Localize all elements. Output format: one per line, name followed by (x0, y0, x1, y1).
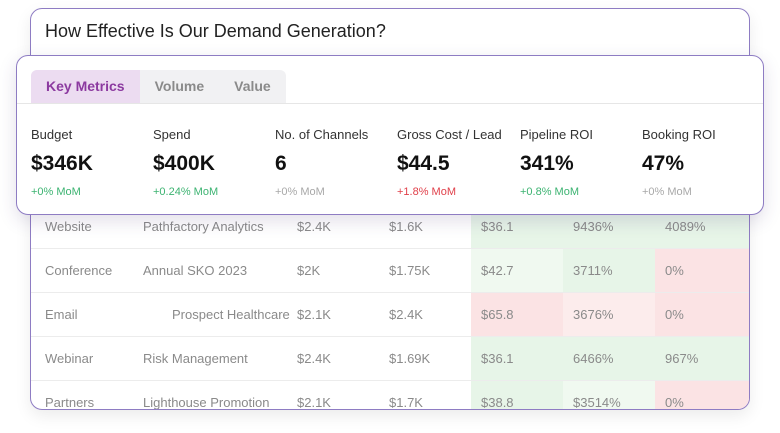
metric-label: Gross Cost / Lead (397, 127, 502, 142)
metric-change: +1.8% MoM (397, 186, 456, 198)
pipeline-roi-cell: 3711% (563, 249, 655, 292)
campaign-cell: Lighthouse Promotion (143, 395, 270, 410)
metric-value: $400K (153, 152, 215, 175)
pipeline-roi-cell: 3676% (563, 293, 655, 336)
metric-change: +0.24% MoM (153, 186, 219, 198)
campaign-cell: Prospect Healthcare (172, 307, 290, 322)
cost-lead-cell: $38.8 (471, 381, 563, 409)
metric-value: $346K (31, 152, 93, 175)
metric-value: 47% (642, 152, 685, 175)
budget-cell: $2.1K (297, 395, 331, 410)
metric-spend: Spend $400K +0.24% MoM (153, 127, 218, 198)
metric-pipeline-roi: Pipeline ROI 341% +0.8% MoM (520, 127, 593, 198)
metric-budget: Budget $346K +0% MoM (31, 127, 93, 198)
spend-cell: $1.75K (389, 263, 431, 278)
booking-roi-cell: 0% (655, 293, 749, 336)
table-row[interactable]: Partners Lighthouse Promotion $2.1K $1.7… (31, 381, 749, 410)
tabs-divider (17, 103, 763, 104)
pipeline-roi-cell: 6466% (563, 337, 655, 380)
channel-cell: Conference (45, 263, 113, 278)
metric-change: +0% MoM (642, 186, 692, 198)
campaign-cell: Risk Management (143, 351, 248, 366)
tab-key-metrics[interactable]: Key Metrics (31, 70, 140, 103)
metric-change: +0% MoM (275, 186, 325, 198)
channel-cell: Email (45, 307, 78, 322)
metric-change: +0% MoM (31, 186, 81, 198)
booking-roi-cell: 0% (655, 381, 749, 409)
budget-cell: $2.4K (297, 351, 331, 366)
card-title: How Effective Is Our Demand Generation? (45, 21, 386, 41)
booking-roi-cell: 967% (655, 337, 749, 380)
campaign-cell: Pathfactory Analytics (143, 219, 264, 234)
key-metrics-card: Key Metrics Volume Value Budget $346K +0… (16, 55, 764, 215)
channel-cell: Partners (45, 395, 95, 410)
spend-cell: $1.6K (389, 219, 423, 234)
metric-label: No. of Channels (275, 127, 369, 142)
cost-lead-cell: $42.7 (471, 249, 563, 292)
booking-roi-cell: 0% (655, 249, 749, 292)
metric-change: +0.8% MoM (520, 186, 579, 198)
spend-cell: $2.4K (389, 307, 423, 322)
budget-cell: $2.4K (297, 219, 331, 234)
metrics-tabs: Key Metrics Volume Value (31, 70, 286, 103)
table-row[interactable]: Conference Annual SKO 2023 $2K $1.75K $4… (31, 249, 749, 293)
spend-cell: $1.69K (389, 351, 431, 366)
spend-cell: $1.7K (389, 395, 423, 410)
channel-cell: Website (45, 219, 92, 234)
metric-gross-cost-lead: Gross Cost / Lead $44.5 +1.8% MoM (397, 127, 502, 198)
metric-booking-roi: Booking ROI 47% +0% MoM (642, 127, 716, 198)
pipeline-roi-cell: $3514% (563, 381, 655, 409)
budget-cell: $2K (297, 263, 321, 278)
metric-value: $44.5 (397, 152, 450, 175)
metric-value: 6 (275, 152, 287, 175)
table-row[interactable]: Email Prospect Healthcare $2.1K $2.4K $6… (31, 293, 749, 337)
cost-lead-cell: $36.1 (471, 337, 563, 380)
table-row[interactable]: Webinar Risk Management $2.4K $1.69K $36… (31, 337, 749, 381)
campaign-table: Website Pathfactory Analytics $2.4K $1.6… (31, 205, 749, 410)
metric-label: Spend (153, 127, 191, 142)
tab-value[interactable]: Value (234, 78, 271, 94)
metric-value: 341% (520, 152, 574, 175)
cost-lead-cell: $65.8 (471, 293, 563, 336)
tab-volume[interactable]: Volume (154, 78, 205, 94)
metric-label: Budget (31, 127, 73, 142)
channel-cell: Webinar (45, 351, 94, 366)
budget-cell: $2.1K (297, 307, 331, 322)
metric-label: Pipeline ROI (520, 127, 593, 142)
metric-channels: No. of Channels 6 +0% MoM (275, 127, 368, 198)
metric-label: Booking ROI (642, 127, 716, 142)
campaign-cell: Annual SKO 2023 (143, 263, 248, 278)
